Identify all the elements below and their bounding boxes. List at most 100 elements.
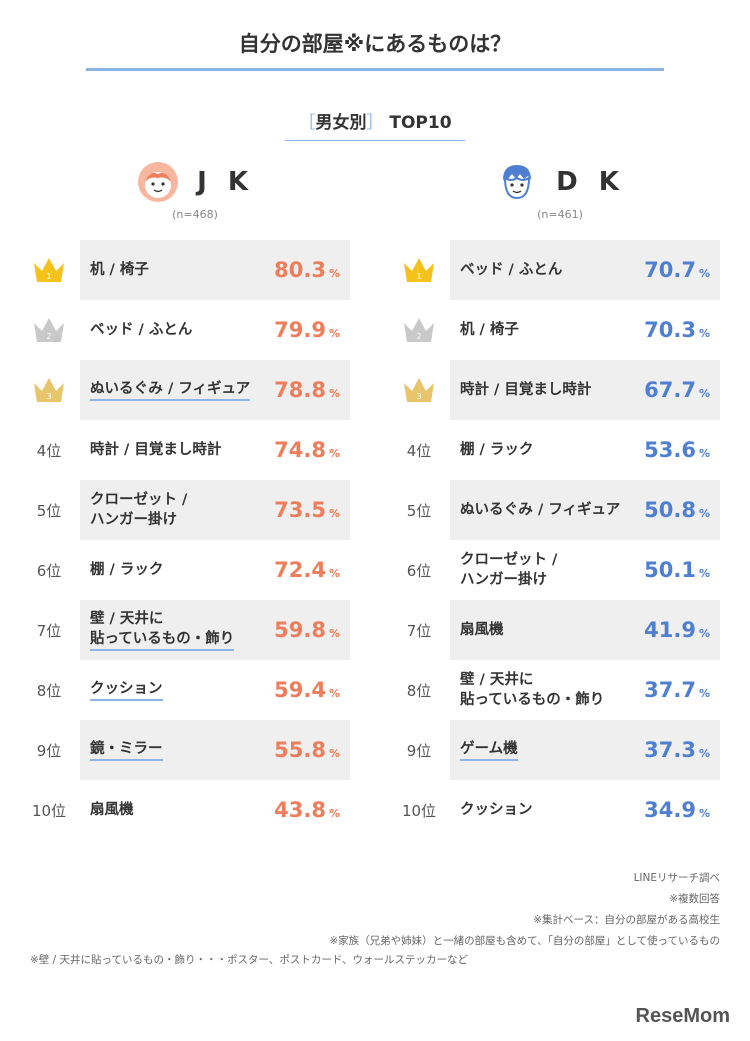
- item-label: ぬいるぐみ / フィギュア: [460, 502, 621, 518]
- item-label: 時計 / 目覚まし時計: [90, 442, 222, 458]
- item-label: 机 / 椅子: [460, 322, 519, 338]
- subtitle-bracket-close: ］: [366, 113, 384, 133]
- item-label: クッション: [90, 660, 270, 720]
- item-label: クッション: [460, 802, 533, 818]
- rank-marker: 4位: [406, 441, 432, 460]
- crown-rank-label: 1: [416, 272, 421, 281]
- rank-marker: 5位: [36, 501, 62, 520]
- item-label: 扇風機: [460, 622, 504, 638]
- ranking-cell: ゲーム機 37.3%: [450, 720, 720, 780]
- rank-marker: 10位: [401, 801, 437, 820]
- ranking-cell: 壁 / 天井に 貼っているもの・飾り 37.7%: [450, 660, 720, 720]
- item-label: ベッド / ふとん: [90, 322, 193, 338]
- rank-marker: 7位: [36, 621, 62, 640]
- crown-rank-label: 2: [46, 332, 51, 341]
- ranking-cell: 机 / 椅子 80.3%: [80, 240, 350, 300]
- rank-marker: 1: [28, 240, 70, 300]
- item-value: 41.9%: [644, 618, 710, 642]
- ranking-cell: 壁 / 天井に 貼っているもの・飾り 59.8%: [80, 600, 350, 660]
- rank-marker: 2: [28, 300, 70, 360]
- crown-icon: 1: [404, 258, 434, 282]
- item-value: 34.9%: [644, 798, 710, 822]
- ranking-row: 2 ベッド / ふとん 79.9%: [28, 300, 358, 360]
- ranking-row: 10位 扇風機 43.8%: [28, 780, 358, 840]
- rank-marker: 6位: [406, 561, 432, 580]
- dk-name: D K: [556, 167, 625, 197]
- ranking-cell: ベッド / ふとん 70.7%: [450, 240, 720, 300]
- item-value: 78.8%: [274, 378, 340, 402]
- title-underline: [86, 68, 664, 71]
- jk-name: J K: [197, 167, 254, 197]
- rank-marker: 8位: [36, 681, 62, 700]
- rank-marker: 7位: [406, 621, 432, 640]
- ranking-row: 2 机 / 椅子 70.3%: [398, 300, 728, 360]
- ranking-row: 6位 棚 / ラック 72.4%: [28, 540, 358, 600]
- rank-marker: 3: [398, 360, 440, 420]
- item-value: 67.7%: [644, 378, 710, 402]
- jk-sample-size: (n=468): [172, 208, 218, 221]
- ranking-row: 9位 鏡・ミラー 55.8%: [28, 720, 358, 780]
- rank-marker: 2: [398, 300, 440, 360]
- item-label: ゲーム機: [460, 720, 640, 780]
- ranking-row: 7位 扇風機 41.9%: [398, 600, 728, 660]
- ranking-cell: 机 / 椅子 70.3%: [450, 300, 720, 360]
- item-label: 棚 / ラック: [460, 442, 534, 458]
- rank-marker: 3: [28, 360, 70, 420]
- crown-icon: 2: [404, 318, 434, 342]
- ranking-cell: 時計 / 目覚まし時計 67.7%: [450, 360, 720, 420]
- item-value: 37.7%: [644, 678, 710, 702]
- rank-marker: 6位: [36, 561, 62, 580]
- logo: ReseMom: [635, 1005, 730, 1027]
- item-label: 壁 / 天井に 貼っているもの・飾り: [460, 672, 605, 708]
- ranking-cell: 鏡・ミラー 55.8%: [80, 720, 350, 780]
- item-value: 72.4%: [274, 558, 340, 582]
- ranking-cell: クッション 59.4%: [80, 660, 350, 720]
- ranking-row: 4位 棚 / ラック 53.6%: [398, 420, 728, 480]
- item-value: 80.3%: [274, 258, 340, 282]
- item-value: 53.6%: [644, 438, 710, 462]
- ranking-row: 8位 クッション 59.4%: [28, 660, 358, 720]
- ranking-row: 4位 時計 / 目覚まし時計 74.8%: [28, 420, 358, 480]
- chart-title: 自分の部屋※にあるものは？: [238, 32, 512, 56]
- ranking-row: 1 ベッド / ふとん 70.7%: [398, 240, 728, 300]
- item-value: 73.5%: [274, 498, 340, 522]
- item-label: ベッド / ふとん: [460, 262, 563, 278]
- crown-icon: 2: [34, 318, 64, 342]
- ranking-cell: 時計 / 目覚まし時計 74.8%: [80, 420, 350, 480]
- chart-subtitle: ［男女別］ TOP10: [0, 108, 750, 133]
- footnote: ※集計ベース：自分の部屋がある高校生: [533, 914, 720, 926]
- ranking-cell: クローゼット / ハンガー掛け 73.5%: [80, 480, 350, 540]
- subtitle-underline: [285, 140, 465, 141]
- ranking-row: 7位壁 / 天井に 貼っているもの・飾り 59.8%: [28, 600, 358, 660]
- dk-header: D K (n=461): [440, 160, 680, 221]
- footnote-definition: ※壁 / 天井に貼っているもの・飾り・・・ポスター、ポストカード、ウォールステッ…: [30, 954, 468, 966]
- ranking-cell: 棚 / ラック 72.4%: [80, 540, 350, 600]
- subtitle-suffix: TOP10: [389, 113, 452, 133]
- footnotes: LINEリサーチ調べ ※複数回答 ※集計ベース：自分の部屋がある高校生 ※家族（…: [329, 868, 720, 952]
- subtitle-bracket-open: ［: [298, 113, 316, 133]
- item-value: 79.9%: [274, 318, 340, 342]
- ranking-cell: 扇風機 41.9%: [450, 600, 720, 660]
- item-value: 59.8%: [274, 618, 340, 642]
- crown-rank-label: 2: [416, 332, 421, 341]
- footnote: LINEリサーチ調べ: [633, 872, 720, 884]
- ranking-cell: クローゼット / ハンガー掛け 50.1%: [450, 540, 720, 600]
- ranking-row: 8位 壁 / 天井に 貼っているもの・飾り 37.7%: [398, 660, 728, 720]
- footnote: ※複数回答: [669, 893, 720, 905]
- rank-marker: 5位: [406, 501, 432, 520]
- crown-icon: 3: [34, 378, 64, 402]
- ranking-row: 3 ぬいるぐみ / フィギュア 78.8%: [28, 360, 358, 420]
- item-value: 55.8%: [274, 738, 340, 762]
- item-label: 時計 / 目覚まし時計: [460, 382, 592, 398]
- item-value: 59.4%: [274, 678, 340, 702]
- subtitle-text: 男女別: [315, 113, 367, 133]
- jk-header: J K (n=468): [75, 160, 315, 221]
- item-label: 鏡・ミラー: [90, 720, 270, 780]
- rank-marker: 9位: [406, 741, 432, 760]
- rank-marker: 8位: [406, 681, 432, 700]
- item-value: 74.8%: [274, 438, 340, 462]
- crown-icon: 3: [404, 378, 434, 402]
- crown-rank-label: 3: [46, 392, 51, 401]
- ranking-cell: 棚 / ラック 53.6%: [450, 420, 720, 480]
- item-label: 机 / 椅子: [90, 262, 149, 278]
